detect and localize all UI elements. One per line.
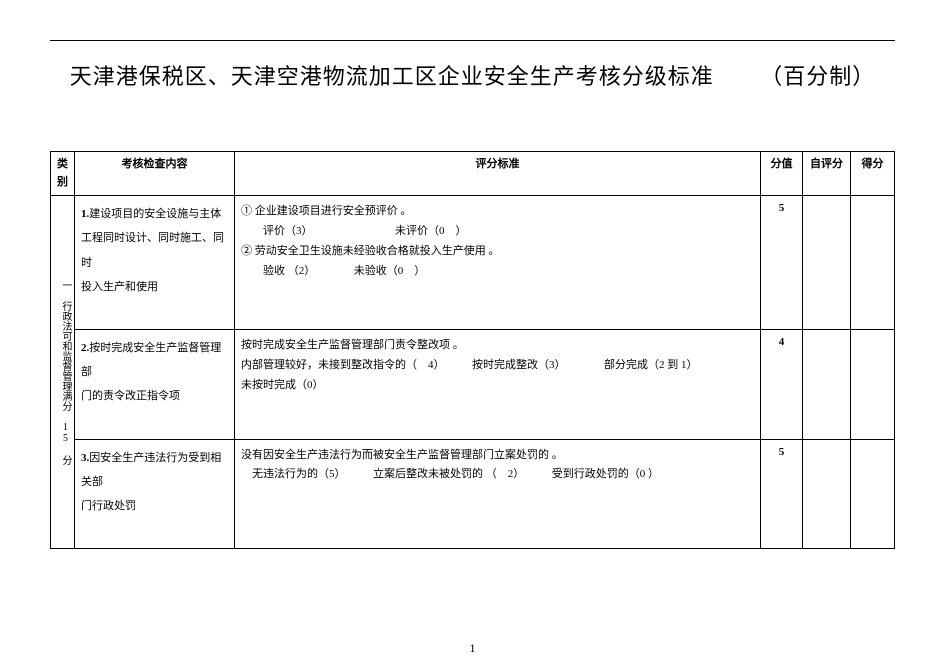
score-cell: 5 [761,196,803,330]
criteria-cell: 按时完成安全生产监督管理部门责令整改项 。内部管理较好，未接到整改指令的（ 4）… [235,329,761,439]
table-header-row: 类 别 考核检查内容 评分标准 分值 自评分 得分 [51,152,895,196]
document-page: 天津港保税区、天津空港物流加工区企业安全生产考核分级标准 （百分制） 类 别 考… [0,0,945,668]
got-cell [851,196,895,330]
col-score: 分值 [761,152,803,196]
category-cell: 一 行政法可和监督管理满分 15 分 [51,196,75,549]
page-number: 1 [0,641,945,656]
assessment-table: 类 别 考核检查内容 评分标准 分值 自评分 得分 一 行政法可和监督管理满分 … [50,151,895,549]
self-cell [803,329,851,439]
score-cell: 4 [761,329,803,439]
col-category: 类 别 [51,152,75,196]
row-index: 2. [81,342,89,354]
table-row: 2.按时完成安全生产监督管理 部门的责令改正指令项 按时完成安全生产监督管理部门… [51,329,895,439]
col-got: 得分 [851,152,895,196]
got-cell [851,329,895,439]
item-cell: 2.按时完成安全生产监督管理 部门的责令改正指令项 [75,329,235,439]
page-title: 天津港保税区、天津空港物流加工区企业安全生产考核分级标准 （百分制） [50,59,895,91]
item-cell: 1.建设项目的安全设施与主体工程同时设计、同时施工、同时投入生产和使用 [75,196,235,330]
item-text: 按时完成安全生产监督管理 部门的责令改正指令项 [81,342,232,402]
self-cell [803,439,851,549]
title-sub: （百分制） [760,59,875,91]
table-row: 一 行政法可和监督管理满分 15 分 1.建设项目的安全设施与主体工程同时设计、… [51,196,895,330]
score-cell: 5 [761,439,803,549]
item-cell: 3.因安全生产违法行为受到相 关部门行政处罚 [75,439,235,549]
row-index: 1. [81,208,89,220]
item-text: 建设项目的安全设施与主体工程同时设计、同时施工、同时投入生产和使用 [81,208,224,293]
top-rule [50,40,895,41]
criteria-cell: ① 企业建设项目进行安全预评价 。 评价（3） 未评价（0 ）② 劳动安全卫生设… [235,196,761,330]
col-item: 考核检查内容 [75,152,235,196]
got-cell [851,439,895,549]
table-row: 3.因安全生产违法行为受到相 关部门行政处罚 没有因安全生产违法行为而被安全生产… [51,439,895,549]
self-cell [803,196,851,330]
criteria-cell: 没有因安全生产违法行为而被安全生产监督管理部门立案处罚的 。 无违法行为的（5）… [235,439,761,549]
title-main: 天津港保税区、天津空港物流加工区企业安全生产考核分级标准 [70,64,714,89]
row-index: 3. [81,452,89,464]
col-criteria: 评分标准 [235,152,761,196]
item-text: 因安全生产违法行为受到相 关部门行政处罚 [81,452,232,512]
col-self: 自评分 [803,152,851,196]
